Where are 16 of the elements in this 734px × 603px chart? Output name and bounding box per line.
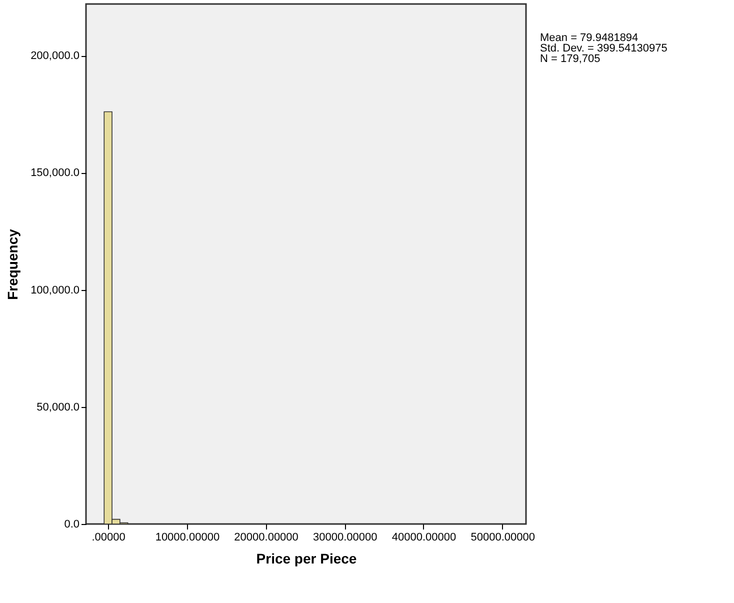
y-tick-label: 0.0 (64, 518, 80, 530)
x-tick-label: 10000.00000 (155, 532, 220, 544)
x-tick-label: .00000 (92, 532, 126, 544)
text: Std. Dev. = 399.54130975 (540, 42, 668, 55)
y-axis-title: Frequency (4, 228, 21, 300)
y-tick-label: 150,000.0 (30, 167, 80, 180)
x-axis-title: Price per Piece (256, 550, 357, 566)
x-tick-label: 20000.00000 (234, 532, 298, 544)
text: Mean = 79.9481894 (540, 32, 638, 44)
x-tick-label: 40000.00000 (392, 532, 456, 544)
y-tick-label: 200,000.0 (30, 50, 80, 62)
y-tick-label: 100,000.0 (30, 284, 80, 296)
y-tick-label: 50,000.0 (36, 401, 80, 414)
x-tick-label: 50000.00000 (470, 532, 535, 544)
x-tick-label: 30000.00000 (313, 532, 378, 544)
text: N = 179,705 (540, 53, 600, 66)
